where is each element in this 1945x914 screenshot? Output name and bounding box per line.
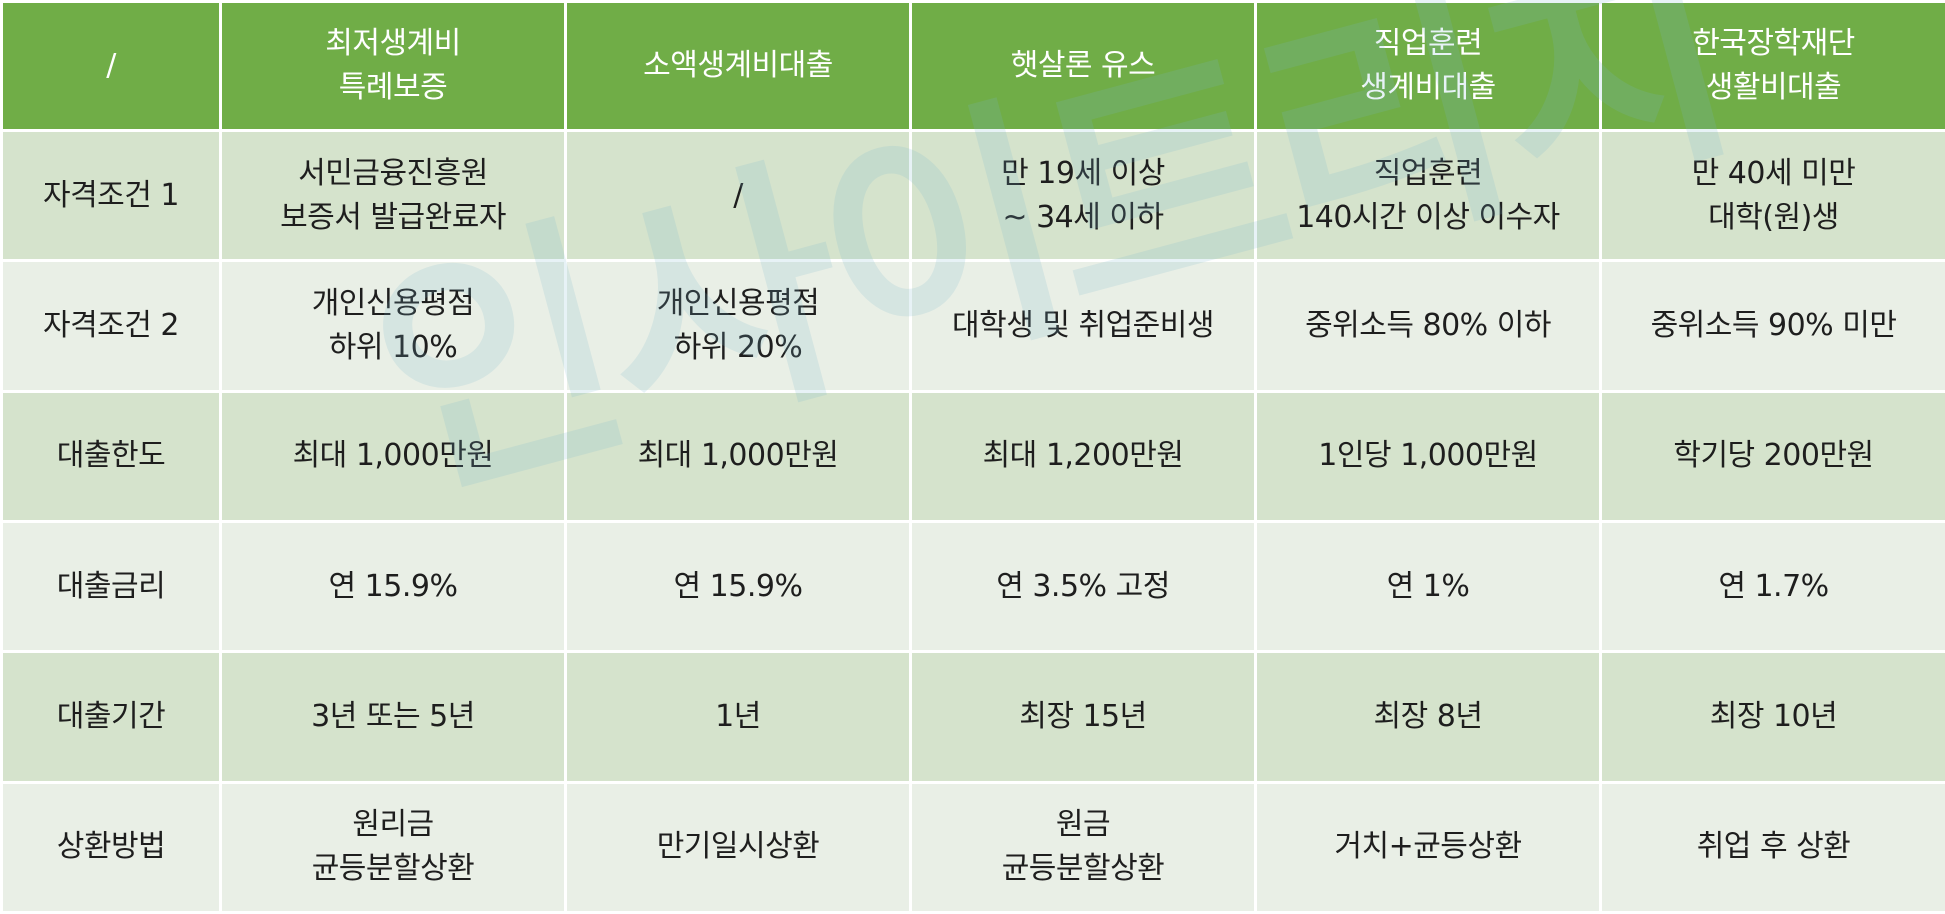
- table-cell: 3년 또는 5년: [219, 650, 567, 784]
- table-cell: 연 1%: [1254, 519, 1602, 654]
- table-cell: 원리금 균등분할상환: [219, 780, 567, 914]
- row-label: 대출금리: [0, 519, 222, 654]
- table-cell: 만 40세 미만 대학(원)생: [1599, 128, 1945, 263]
- header-cell-kosaf-living-loan: 한국장학재단 생활비대출: [1599, 0, 1945, 132]
- table-cell: 만 19세 이상 ~ 34세 이하: [909, 128, 1257, 263]
- table-row-loan-limit: 대출한도 최대 1,000만원 최대 1,000만원 최대 1,200만원 1인…: [0, 389, 1945, 523]
- row-label: 자격조건 1: [0, 128, 222, 263]
- row-label: 대출한도: [0, 389, 222, 523]
- table-cell: 1인당 1,000만원: [1254, 389, 1602, 523]
- table-cell: 중위소득 90% 미만: [1599, 259, 1945, 393]
- table-cell: 최대 1,000만원: [564, 389, 912, 523]
- table-cell: 거치+균등상환: [1254, 780, 1602, 914]
- table-cell: 연 1.7%: [1599, 519, 1945, 654]
- table-cell: 직업훈련 140시간 이상 이수자: [1254, 128, 1602, 263]
- table-cell: /: [564, 128, 912, 263]
- table-cell: 최장 10년: [1599, 650, 1945, 784]
- table-row-interest-rate: 대출금리 연 15.9% 연 15.9% 연 3.5% 고정 연 1% 연 1.…: [0, 519, 1945, 654]
- table-cell: 대학생 및 취업준비생: [909, 259, 1257, 393]
- table-cell: 서민금융진흥원 보증서 발급완료자: [219, 128, 567, 263]
- row-label: 상환방법: [0, 780, 222, 914]
- table-cell: 연 3.5% 고정: [909, 519, 1257, 654]
- table-cell: 1년: [564, 650, 912, 784]
- table-cell: 개인신용평점 하위 20%: [564, 259, 912, 393]
- table-cell: 중위소득 80% 이하: [1254, 259, 1602, 393]
- header-cell-sunshine-loan-youth: 햇살론 유스: [909, 0, 1257, 132]
- table-cell: 연 15.9%: [564, 519, 912, 654]
- header-cell-vocational-training-loan: 직업훈련 생계비대출: [1254, 0, 1602, 132]
- table-cell: 최장 15년: [909, 650, 1257, 784]
- header-cell-minimum-living-cost-guarantee: 최저생계비 특례보증: [219, 0, 567, 132]
- table-cell: 최대 1,200만원: [909, 389, 1257, 523]
- table-cell: 최장 8년: [1254, 650, 1602, 784]
- header-cell-small-living-loan: 소액생계비대출: [564, 0, 912, 132]
- table-row-eligibility-2: 자격조건 2 개인신용평점 하위 10% 개인신용평점 하위 20% 대학생 및…: [0, 259, 1945, 393]
- table-cell: 학기당 200만원: [1599, 389, 1945, 523]
- table-cell: 만기일시상환: [564, 780, 912, 914]
- header-row: / 최저생계비 특례보증 소액생계비대출 햇살론 유스 직업훈련 생계비대출 한…: [0, 0, 1945, 132]
- table-cell: 원금 균등분할상환: [909, 780, 1257, 914]
- table-cell: 최대 1,000만원: [219, 389, 567, 523]
- table-row-loan-term: 대출기간 3년 또는 5년 1년 최장 15년 최장 8년 최장 10년: [0, 650, 1945, 784]
- table-cell: 취업 후 상환: [1599, 780, 1945, 914]
- table-row-eligibility-1: 자격조건 1 서민금융진흥원 보증서 발급완료자 / 만 19세 이상 ~ 34…: [0, 128, 1945, 263]
- table-cell: 연 15.9%: [219, 519, 567, 654]
- row-label: 대출기간: [0, 650, 222, 784]
- table-row-repayment-method: 상환방법 원리금 균등분할상환 만기일시상환 원금 균등분할상환 거치+균등상환…: [0, 780, 1945, 914]
- header-cell-corner: /: [0, 0, 222, 132]
- table-cell: 개인신용평점 하위 10%: [219, 259, 567, 393]
- row-label: 자격조건 2: [0, 259, 222, 393]
